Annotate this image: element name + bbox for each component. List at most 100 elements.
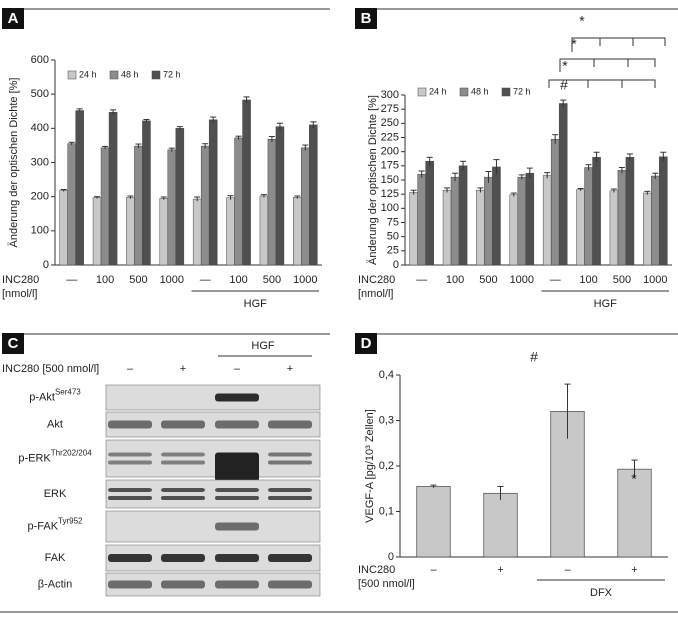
y-tick-label: 0	[393, 259, 399, 271]
blot-protein-label: p-FAKTyr952	[27, 517, 83, 533]
annotation: *	[562, 58, 568, 74]
x-tick-label: 1000	[643, 274, 667, 286]
blot-band	[161, 460, 205, 465]
blot-band	[268, 452, 312, 457]
blot-band	[268, 580, 312, 589]
bar	[609, 190, 619, 266]
blot-band	[161, 420, 205, 429]
bar	[550, 138, 560, 266]
protein-site: Tyr952	[58, 517, 83, 526]
y-tick-label: 400	[31, 122, 49, 134]
blot-protein-label: p-ERKThr202/204	[18, 449, 92, 465]
x-tick-label: 500	[263, 274, 281, 286]
legend-swatch	[459, 87, 469, 97]
blot-strip	[105, 572, 321, 597]
bar	[542, 175, 552, 266]
blot-protein-label: ERK	[44, 488, 67, 500]
x-tick-label: —	[66, 274, 77, 286]
bar	[142, 120, 151, 266]
bar	[643, 192, 652, 266]
bar	[525, 172, 535, 266]
legend-label: 72 h	[513, 86, 531, 96]
y-tick-label: 100	[381, 202, 399, 214]
blot-band	[268, 554, 312, 562]
panel-label-box	[355, 8, 377, 29]
bar	[651, 175, 660, 266]
blot-protein-label: β-Actin	[38, 578, 72, 590]
annotation: #	[560, 77, 568, 93]
blot-band	[108, 452, 152, 457]
bar	[409, 192, 418, 266]
blot-band	[268, 420, 312, 429]
blot-protein-label: Akt	[47, 418, 63, 430]
blot-band	[215, 488, 259, 492]
x-tick-label: 100	[579, 274, 597, 286]
bar	[576, 189, 585, 266]
blot-band	[215, 420, 259, 429]
bar	[59, 190, 68, 266]
blot-band	[108, 496, 152, 500]
y-tick-label: 500	[31, 88, 49, 100]
blot-strip	[105, 384, 321, 411]
blot-band	[215, 393, 259, 402]
x-tick-label: 1000	[293, 274, 317, 286]
blot-row-label: INC280 [500 nmol/l]	[2, 363, 99, 375]
bar	[659, 156, 668, 266]
protein-name: β-Actin	[38, 578, 72, 590]
y-tick-label: 150	[381, 174, 399, 186]
blot-band	[215, 580, 259, 589]
x-tick-label: 500	[129, 274, 147, 286]
bar	[208, 119, 218, 266]
lane-label: –	[234, 363, 241, 375]
y-tick-label: 275	[381, 103, 399, 115]
bar	[267, 139, 277, 266]
lane-label: +	[287, 363, 293, 375]
panel-label: A	[8, 10, 19, 27]
y-tick-label: 300	[381, 89, 399, 101]
bar	[126, 197, 135, 266]
x-tick-label: 1000	[510, 274, 534, 286]
panel-label: B	[361, 10, 372, 27]
y-tick-label: 50	[387, 231, 399, 243]
blot-band	[268, 460, 312, 465]
y-tick-label: 0,4	[379, 369, 394, 381]
y-tick-label: 300	[31, 156, 49, 168]
y-tick-label: 0,1	[379, 505, 394, 517]
legend-swatch	[109, 70, 119, 80]
bar	[67, 143, 76, 266]
bar	[509, 194, 519, 266]
y-tick-label: 125	[381, 188, 399, 200]
protein-name: ERK	[44, 488, 67, 500]
row-label: INC280	[358, 274, 395, 286]
protein-site: Ser473	[55, 388, 81, 397]
blot-group-label: HGF	[251, 340, 275, 352]
blot-band	[215, 496, 259, 500]
bar	[100, 147, 110, 266]
bar	[617, 468, 652, 558]
bar	[458, 165, 468, 266]
bar	[309, 124, 318, 266]
bar	[625, 157, 635, 266]
blot-band	[108, 420, 152, 429]
blot-strip	[105, 510, 321, 543]
bar	[425, 161, 434, 266]
blot-band	[161, 488, 205, 492]
x-tick-label: 1000	[160, 274, 184, 286]
bracket	[559, 58, 656, 72]
protein-name: p-ERK	[18, 452, 51, 464]
bar	[450, 176, 460, 266]
bracket	[548, 79, 656, 88]
blot-band	[108, 580, 152, 589]
legend-label: 48 h	[121, 69, 139, 79]
y-tick-label: 225	[381, 131, 399, 143]
legend-label: 24 h	[429, 86, 447, 96]
bar	[92, 197, 102, 266]
protein-name: Akt	[47, 418, 63, 430]
blot-protein-label: p-AktSer473	[29, 388, 81, 404]
x-tick-label: 500	[613, 274, 631, 286]
bar	[476, 189, 485, 266]
annotation: *	[631, 471, 637, 487]
row-label: [nmol/l]	[2, 288, 37, 300]
